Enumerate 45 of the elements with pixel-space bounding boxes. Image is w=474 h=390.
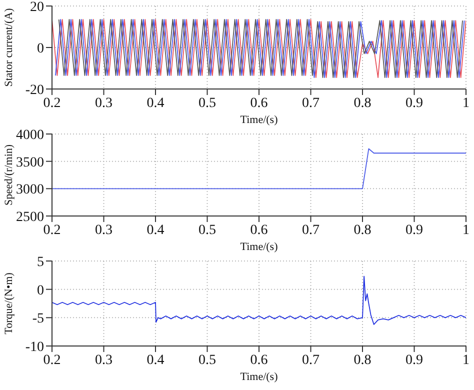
x-tick-label: 0.2 [43,222,61,238]
x-tick-label: 0.8 [354,352,372,368]
x-tick-label: 0.9 [406,352,423,368]
x-tick-label: 0.8 [354,222,372,238]
y-tick-label: -20 [25,82,44,98]
y-tick-label: 4000 [16,128,44,143]
x-tick-label: 0.3 [95,352,112,368]
y-tick-label: 3500 [16,155,44,170]
x-tick-label: 0.4 [146,352,164,368]
x-tick-label: 0.5 [198,96,216,111]
x-tick-label: 0.2 [43,96,61,111]
y-tick-label: 2500 [16,210,44,225]
x-tick-label: 0.3 [95,96,112,111]
y-tick-label: 0 [37,283,44,298]
x-axis-title: Time/(s) [240,371,278,383]
x-tick-label: 0.2 [43,352,61,368]
x-tick-label: 0.6 [250,352,268,368]
y-tick-label: -5 [32,312,44,327]
x-tick-label: 0.6 [250,96,268,111]
x-tick-label: 0.4 [146,96,164,111]
line-series [52,276,466,325]
y-axis-title: Torque/(N•m) [2,272,15,334]
x-tick-label: 0.7 [302,352,320,368]
x-tick-label: 0.6 [250,222,268,238]
x-axis-title: Time/(s) [240,241,278,253]
y-tick-label: 3000 [16,182,44,198]
x-axis-title: Time/(s) [240,114,278,126]
x-tick-label: 0.5 [198,222,216,238]
x-tick-label: 0.5 [198,352,216,368]
x-tick-label: 0.8 [354,96,372,111]
y-axis-title: Stator current/(A) [2,8,15,87]
y-axis-title: Speed/(r/min) [2,144,15,206]
y-tick-label: 5 [37,254,44,270]
x-tick-label: 0.7 [302,96,320,111]
x-tick-label: 0.3 [95,222,112,238]
x-tick-label: 0.9 [406,222,423,238]
y-tick-label: -10 [25,340,44,355]
x-tick-label: 1 [462,352,470,368]
x-tick-label: 1 [462,96,470,111]
y-tick-label: 20 [30,0,44,15]
x-tick-label: 1 [462,222,470,238]
x-tick-label: 0.7 [302,222,320,238]
y-tick-label: 0 [37,41,44,56]
x-tick-label: 0.9 [406,96,423,111]
x-tick-label: 0.4 [146,222,164,238]
